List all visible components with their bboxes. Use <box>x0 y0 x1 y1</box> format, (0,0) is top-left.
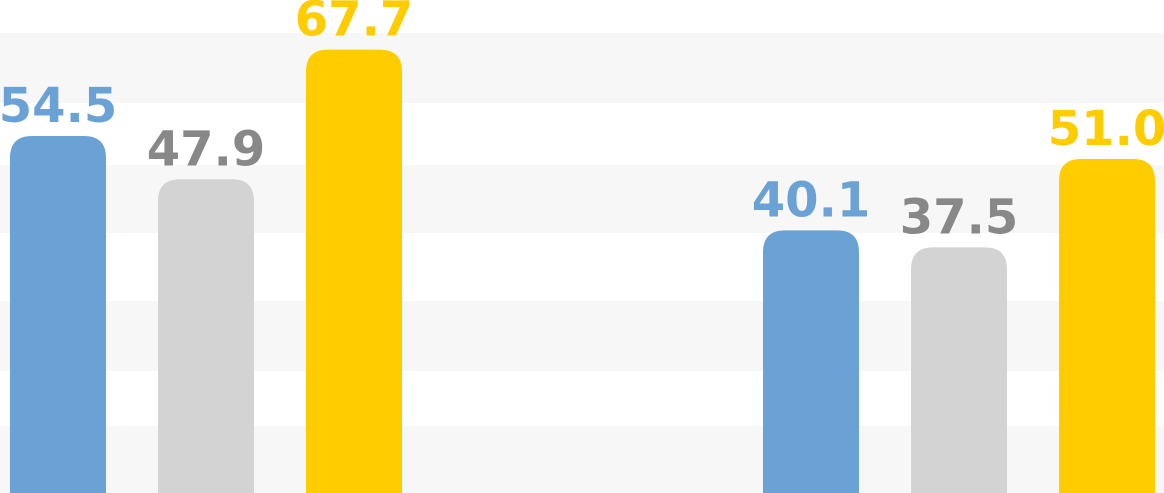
bar-group2-series3 <box>1059 158 1155 493</box>
value-label-group2-series1: 40.1 <box>752 172 870 228</box>
value-label-group1-series3: 67.7 <box>295 0 413 48</box>
bar-group1-series3 <box>306 49 402 493</box>
value-label-group2-series3: 51.0 <box>1048 101 1164 157</box>
bar-group1-series2 <box>158 179 254 493</box>
grid-band <box>0 33 1164 103</box>
value-label-group2-series2: 37.5 <box>900 189 1018 245</box>
value-label-group1-series2: 47.9 <box>147 121 265 177</box>
value-labels-layer: 54.5 47.9 67.7 40.1 37.5 51.0 <box>0 0 1164 245</box>
bars-layer <box>10 49 1155 493</box>
bar-group2-series2 <box>911 247 1007 493</box>
bar-group2-series1 <box>763 230 859 493</box>
value-label-group1-series1: 54.5 <box>0 78 117 134</box>
bar-group1-series1 <box>10 136 106 493</box>
